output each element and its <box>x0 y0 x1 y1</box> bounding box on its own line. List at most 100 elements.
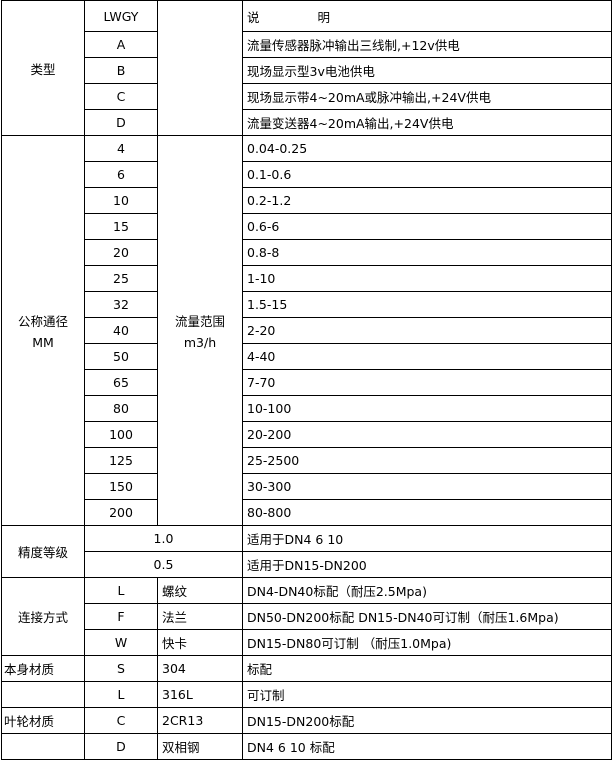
accuracy-grade: 0.5 <box>84 551 243 578</box>
flow-range: 30-300 <box>242 473 612 500</box>
body-material-row: 本身材质 S 304 标配 <box>1 655 612 682</box>
type-code: D <box>84 109 158 136</box>
body-material-desc: 可订制 <box>242 681 612 708</box>
diameter-size: 50 <box>84 343 158 370</box>
body-material-label: 本身材质 <box>1 655 85 682</box>
connection-label: 连接方式 <box>1 577 85 656</box>
diameter-row: 15 0.6-6 <box>2 213 612 240</box>
diameter-label: 公称通径 <box>17 314 68 329</box>
flow-range: 2-20 <box>242 317 612 344</box>
flow-range-label: 流量范围 <box>174 314 225 329</box>
diameter-size: 200 <box>84 499 158 526</box>
description-header-b: 明 <box>317 9 331 25</box>
impeller-material-code: D <box>84 733 158 760</box>
diameter-size: 20 <box>84 239 158 266</box>
accuracy-label: 精度等级 <box>1 525 85 578</box>
impeller-material-desc: DN15-DN200标配 <box>242 707 612 734</box>
body-material-code: S <box>84 655 158 682</box>
body-material-desc: 标配 <box>242 655 612 682</box>
description-header-a: 说 <box>247 9 260 25</box>
accuracy-grade: 1.0 <box>84 525 243 552</box>
type-code: A <box>84 31 158 58</box>
diameter-size: 80 <box>84 395 158 422</box>
diameter-row: 50 4-40 <box>2 343 612 370</box>
connection-name: 法兰 <box>157 603 243 630</box>
impeller-material-name: 2CR13 <box>157 707 243 734</box>
flow-range: 80-800 <box>242 499 612 526</box>
body-material-name: 316L <box>157 681 243 708</box>
diameter-row: 80 10-100 <box>2 395 612 422</box>
connection-row: 连接方式 L 螺纹 DN4-DN40标配（耐压2.5Mpa) <box>1 577 612 656</box>
body-material-row: L 316L 可订制 <box>1 681 612 708</box>
diameter-size: 4 <box>84 135 158 162</box>
flow-range: 25-2500 <box>242 447 612 474</box>
connection-name: 螺纹 <box>157 577 243 604</box>
flow-range: 1-10 <box>242 265 612 292</box>
diameter-row: 100 20-200 <box>2 421 612 448</box>
accuracy-desc: 适用于DN4 6 10 <box>242 525 612 552</box>
diameter-row: 10 0.2-1.2 <box>2 187 612 214</box>
flow-range: 7-70 <box>242 369 612 396</box>
diameter-size: 6 <box>84 161 158 188</box>
body-material-code: L <box>84 681 158 708</box>
accuracy-row: 精度等级 1.0 适用于DN4 6 10 <box>1 525 612 578</box>
flow-range: 10-100 <box>242 395 612 422</box>
diameter-label-cell: 公称通径 MM <box>1 135 85 526</box>
impeller-material-row: D 双相钢 DN4 6 10 标配 <box>1 733 612 760</box>
impeller-material-desc: DN4 6 10 标配 <box>242 733 612 760</box>
diameter-unit: MM <box>32 335 54 350</box>
diameter-size: 10 <box>84 187 158 214</box>
connection-code: F <box>84 603 158 630</box>
diameter-size: 25 <box>84 265 158 292</box>
diameter-row: 150 30-300 <box>2 473 612 500</box>
body-material-name: 304 <box>157 655 243 682</box>
connection-name: 快卡 <box>157 629 243 656</box>
flow-range: 0.1-0.6 <box>242 161 612 188</box>
diameter-size: 15 <box>84 213 158 240</box>
connection-code: W <box>84 629 158 656</box>
type-label-cell: 类型 <box>1 0 85 136</box>
diameter-row: 200 80-800 <box>2 499 612 526</box>
type-row: A 流量传感器脉冲输出三线制,+12v供电 <box>2 31 612 58</box>
flow-range: 20-200 <box>242 421 612 448</box>
diameter-row: 65 7-70 <box>2 369 612 396</box>
flow-range-unit: m3/h <box>183 335 217 350</box>
diameter-size: 65 <box>84 369 158 396</box>
diameter-row: 32 1.5-15 <box>2 291 612 318</box>
flow-range: 0.2-1.2 <box>242 187 612 214</box>
diameter-size: 32 <box>84 291 158 318</box>
model-code: LWGY <box>84 0 158 32</box>
type-code: C <box>84 83 158 110</box>
diameter-row: 6 0.1-0.6 <box>2 161 612 188</box>
flow-range-label-cell: 流量范围 m3/h <box>157 135 243 526</box>
impeller-material-row: 叶轮材质 C 2CR13 DN15-DN200标配 <box>1 707 612 734</box>
accuracy-desc: 适用于DN15-DN200 <box>242 551 612 578</box>
flow-range: 1.5-15 <box>242 291 612 318</box>
flow-range: 0.8-8 <box>242 239 612 266</box>
diameter-size: 100 <box>84 421 158 448</box>
flow-range: 4-40 <box>242 343 612 370</box>
header-row: 类型 LWGY 说明 <box>1 0 612 136</box>
impeller-material-label <box>1 733 85 760</box>
flow-range: 0.6-6 <box>242 213 612 240</box>
type-code: B <box>84 57 158 84</box>
type-desc: 流量传感器脉冲输出三线制,+12v供电 <box>242 31 612 58</box>
diameter-size: 150 <box>84 473 158 500</box>
flow-range: 0.04-0.25 <box>242 135 612 162</box>
impeller-material-name: 双相钢 <box>157 733 243 760</box>
connection-code: L <box>84 577 158 604</box>
type-desc: 现场显示带4~20mA或脉冲输出,+24V供电 <box>242 83 612 110</box>
header-blank <box>157 0 243 136</box>
impeller-material-code: C <box>84 707 158 734</box>
diameter-row: 公称通径 MM 4 流量范围 m3/h 0.04-0.25 <box>1 135 612 526</box>
connection-row: F 法兰 DN50-DN200标配 DN15-DN40可订制（耐压1.6Mpa) <box>2 603 612 630</box>
type-row: D 流量变送器4~20mA输出,+24V供电 <box>2 109 612 136</box>
connection-row: W 快卡 DN15-DN80可订制 （耐压1.0Mpa) <box>2 629 612 656</box>
description-header: 说明 <box>242 0 612 32</box>
type-desc: 流量变送器4~20mA输出,+24V供电 <box>242 109 612 136</box>
type-desc: 现场显示型3v电池供电 <box>242 57 612 84</box>
body-material-label <box>1 681 85 708</box>
diameter-row: 20 0.8-8 <box>2 239 612 266</box>
diameter-size: 125 <box>84 447 158 474</box>
